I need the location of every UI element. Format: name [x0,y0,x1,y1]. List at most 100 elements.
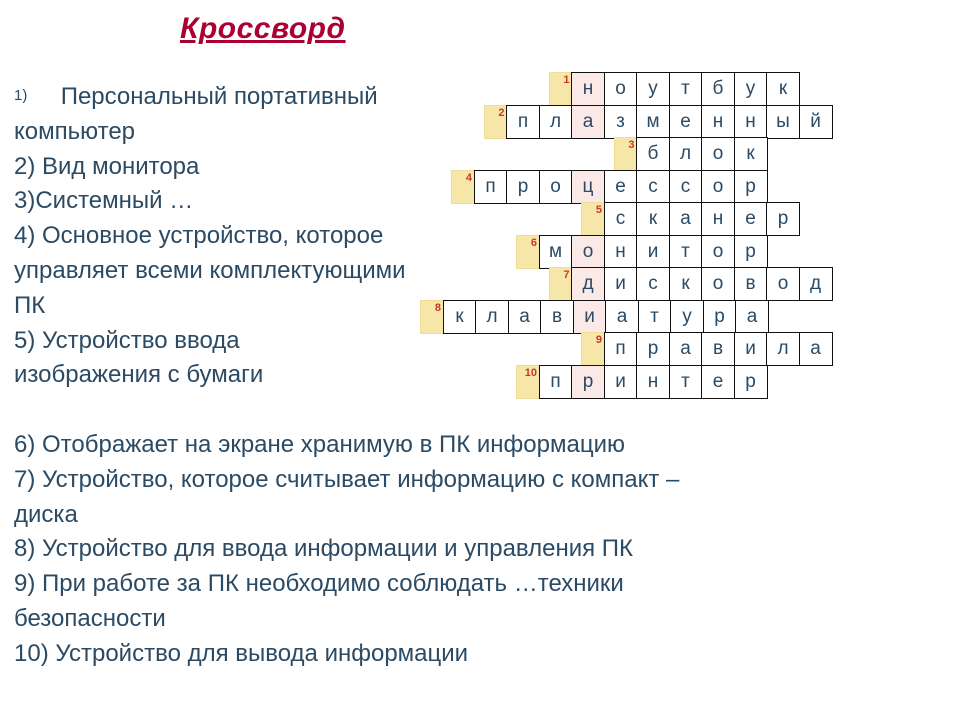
crossword-cell[interactable]: в [701,332,735,366]
crossword-cell[interactable]: п [474,170,508,204]
crossword-cell[interactable]: е [701,365,735,399]
clue-line: безопасности [14,602,944,637]
clue-line: 3)Системный … [14,184,454,219]
crossword-cell[interactable]: л [766,332,800,366]
crossword-cell[interactable]: у [636,72,670,106]
crossword-cell[interactable]: л [539,105,573,139]
row-number: 2 [484,105,508,139]
crossword-cell[interactable]: р [506,170,540,204]
crossword-row: 2плазменный [420,105,833,139]
crossword-cell[interactable]: н [701,202,735,236]
crossword-cell[interactable]: т [638,300,672,334]
clue-line: 1) Персональный портативный [14,80,454,115]
crossword-cell[interactable]: о [766,267,800,301]
crossword-cell[interactable]: а [571,105,605,139]
spacer [419,332,582,366]
spacer [419,105,484,139]
crossword-cell[interactable]: р [734,365,768,399]
crossword-cell[interactable]: й [799,105,833,139]
crossword-cell[interactable]: е [734,202,768,236]
row-number: 4 [451,170,475,204]
crossword-cell[interactable]: а [669,332,703,366]
clue-line: ПК [14,289,454,324]
crossword-cell[interactable]: и [636,235,670,269]
crossword-cell[interactable]: с [669,170,703,204]
crossword-row: 7дисковод [420,267,833,301]
crossword-cell[interactable]: л [475,300,509,334]
crossword-cell[interactable]: в [540,300,574,334]
crossword-cell[interactable]: о [571,235,605,269]
crossword-cell[interactable]: м [539,235,573,269]
crossword-cell[interactable]: р [766,202,800,236]
crossword-cell[interactable]: и [604,365,638,399]
crossword-cell[interactable]: л [669,137,703,171]
crossword-cell[interactable]: а [605,300,639,334]
crossword-cell[interactable]: п [506,105,540,139]
crossword-cell[interactable]: а [735,300,769,334]
crossword-cell[interactable]: и [604,267,638,301]
clue-line: 7) Устройство, которое считывает информа… [14,463,944,498]
crossword-cell[interactable]: а [669,202,703,236]
clue-line: 5) Устройство ввода [14,324,454,359]
crossword-cell[interactable]: о [701,267,735,301]
crossword-cell[interactable]: р [703,300,737,334]
crossword-cell[interactable]: н [604,235,638,269]
crossword-cell[interactable]: ы [766,105,800,139]
crossword-cell[interactable]: н [571,72,605,106]
clue-line: 8) Устройство для ввода информации и упр… [14,532,944,567]
crossword-cell[interactable]: т [669,235,703,269]
crossword-cell[interactable]: о [701,137,735,171]
crossword-cell[interactable]: б [636,137,670,171]
crossword-cell[interactable]: е [669,105,703,139]
crossword-cell[interactable]: н [636,365,670,399]
crossword-row: 9правила [420,332,833,366]
crossword-cell[interactable]: с [636,267,670,301]
spacer [419,170,452,204]
clue-line: 9) При работе за ПК необходимо соблюдать… [14,567,944,602]
crossword-cell[interactable]: к [443,300,477,334]
crossword-cell[interactable]: р [734,170,768,204]
crossword-cell[interactable]: т [669,72,703,106]
crossword-cell[interactable]: к [734,137,768,171]
crossword-cell[interactable]: с [604,202,638,236]
crossword-cell[interactable]: о [701,170,735,204]
crossword-cell[interactable]: н [701,105,735,139]
crossword-cell[interactable]: и [573,300,607,334]
crossword-cell[interactable]: к [636,202,670,236]
spacer [419,72,549,106]
crossword-row: 3блок [420,137,833,171]
crossword-cell[interactable]: д [571,267,605,301]
crossword-cell[interactable]: н [734,105,768,139]
crossword-cell[interactable]: у [670,300,704,334]
crossword-cell[interactable]: а [508,300,542,334]
clues-block-2: 6) Отображает на экране хранимую в ПК ин… [14,428,944,672]
crossword-cell[interactable]: в [734,267,768,301]
crossword-cell[interactable]: р [734,235,768,269]
crossword-cell[interactable]: о [539,170,573,204]
crossword-cell[interactable]: о [604,72,638,106]
crossword-cell[interactable]: с [636,170,670,204]
clue-line: 6) Отображает на экране хранимую в ПК ин… [14,428,944,463]
crossword-cell[interactable]: р [636,332,670,366]
clue-number: 1) [14,87,27,104]
crossword-cell[interactable]: п [604,332,638,366]
crossword-cell[interactable]: к [766,72,800,106]
crossword-cell[interactable]: т [669,365,703,399]
spacer [419,137,614,171]
crossword-cell[interactable]: е [604,170,638,204]
crossword-cell[interactable]: з [604,105,638,139]
crossword-cell[interactable]: а [799,332,833,366]
crossword-cell[interactable]: б [701,72,735,106]
row-number: 3 [614,137,638,171]
crossword-cell[interactable]: д [799,267,833,301]
crossword-cell[interactable]: м [636,105,670,139]
clues-block-1: 1) Персональный портативный компьютер 2)… [14,80,454,393]
crossword-cell[interactable]: ц [571,170,605,204]
crossword-cell[interactable]: п [539,365,573,399]
crossword-cell[interactable]: о [701,235,735,269]
crossword-cell[interactable]: и [734,332,768,366]
crossword-cell[interactable]: к [669,267,703,301]
crossword-cell[interactable]: р [571,365,605,399]
row-number: 9 [581,332,605,366]
crossword-cell[interactable]: у [734,72,768,106]
